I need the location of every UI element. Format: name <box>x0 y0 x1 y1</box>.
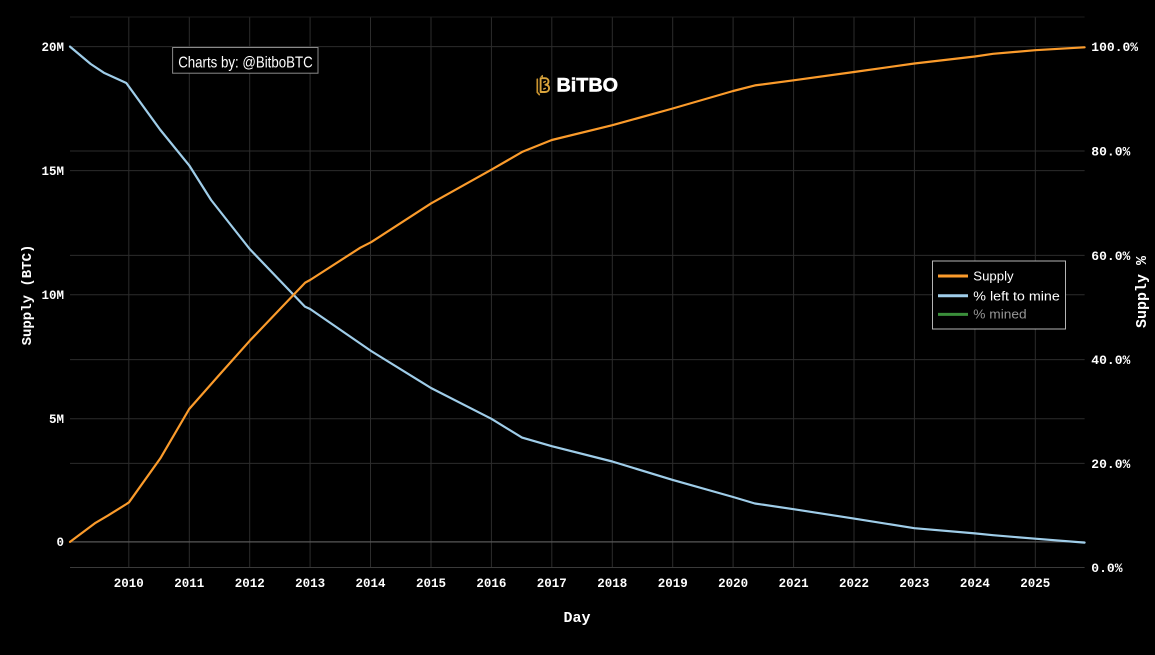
svg-text:15M: 15M <box>41 165 64 179</box>
svg-text:2014: 2014 <box>355 577 386 591</box>
svg-text:% mined: % mined <box>973 306 1026 321</box>
svg-text:0: 0 <box>56 536 64 550</box>
svg-text:100.0%: 100.0% <box>1091 40 1138 55</box>
svg-text:5M: 5M <box>49 413 64 427</box>
svg-text:40.0%: 40.0% <box>1091 353 1130 368</box>
svg-text:2012: 2012 <box>235 577 265 591</box>
svg-text:Supply: Supply <box>973 269 1014 284</box>
svg-text:2017: 2017 <box>537 577 567 591</box>
svg-text:2025: 2025 <box>1020 577 1050 591</box>
svg-text:20M: 20M <box>41 41 64 55</box>
svg-text:Supply %: Supply % <box>1134 255 1151 328</box>
svg-text:2023: 2023 <box>899 577 929 591</box>
svg-text:2018: 2018 <box>597 577 627 591</box>
svg-text:2019: 2019 <box>658 577 688 591</box>
svg-text:10M: 10M <box>41 289 64 303</box>
svg-text:2010: 2010 <box>114 577 144 591</box>
svg-text:BiTBO: BiTBO <box>557 75 619 96</box>
svg-text:2013: 2013 <box>295 577 325 591</box>
svg-text:Day: Day <box>563 610 590 627</box>
svg-text:2016: 2016 <box>476 577 506 591</box>
svg-text:60.0%: 60.0% <box>1091 249 1130 264</box>
svg-text:2024: 2024 <box>960 577 991 591</box>
svg-text:2022: 2022 <box>839 577 869 591</box>
svg-text:2020: 2020 <box>718 577 748 591</box>
svg-text:20.0%: 20.0% <box>1091 457 1130 472</box>
svg-text:0.0%: 0.0% <box>1091 561 1122 576</box>
svg-text:2011: 2011 <box>174 577 204 591</box>
svg-text:Charts by: @BitboBTC: Charts by: @BitboBTC <box>178 54 313 71</box>
svg-text:80.0%: 80.0% <box>1091 144 1130 159</box>
svg-text:2021: 2021 <box>779 577 809 591</box>
svg-text:Supply (BTC): Supply (BTC) <box>20 245 36 346</box>
svg-text:2015: 2015 <box>416 577 446 591</box>
svg-text:% left to mine: % left to mine <box>973 288 1060 303</box>
